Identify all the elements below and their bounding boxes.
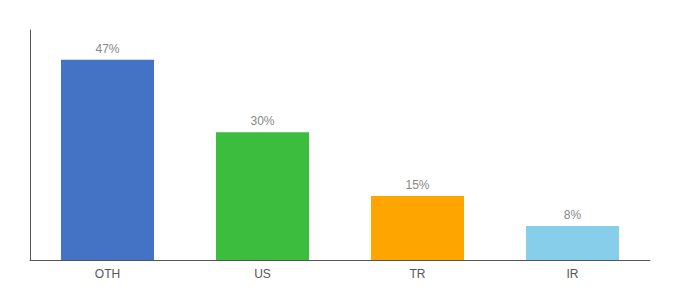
svg-text:30%: 30% [250, 114, 274, 128]
svg-text:TR: TR [410, 267, 426, 281]
svg-text:8%: 8% [564, 208, 582, 222]
svg-text:47%: 47% [95, 42, 119, 56]
svg-text:OTH: OTH [95, 267, 120, 281]
svg-text:IR: IR [567, 267, 579, 281]
svg-text:US: US [254, 267, 271, 281]
svg-text:15%: 15% [405, 178, 429, 192]
